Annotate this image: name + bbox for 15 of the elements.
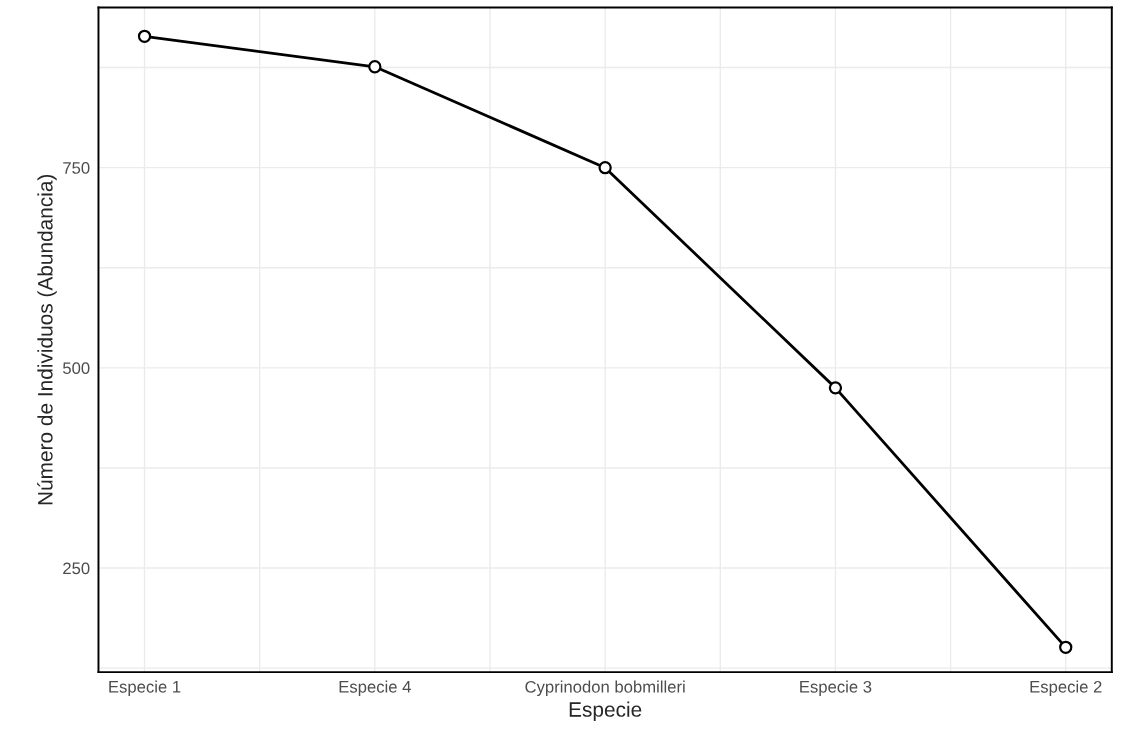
point [828, 381, 843, 395]
y-tick-label: 250 [63, 562, 90, 575]
point [137, 29, 152, 43]
x-axis-title: Especie [569, 701, 642, 721]
point [1059, 640, 1073, 654]
x-tick-label: Especie 2 [1030, 680, 1102, 697]
x-tick-label: Especie 1 [109, 680, 181, 697]
y-axis-title: Número de Individuos (Abundancia) [37, 174, 57, 505]
y-tick-label: 750 [63, 162, 90, 174]
point [598, 161, 612, 175]
point [368, 60, 382, 74]
x-tick-label: Cyprinodon bobmilleri [525, 680, 685, 697]
y-tick-label: 500 [63, 362, 90, 375]
x-tick-label: Especie 4 [339, 680, 411, 697]
x-tick-label: Especie 3 [800, 680, 872, 697]
